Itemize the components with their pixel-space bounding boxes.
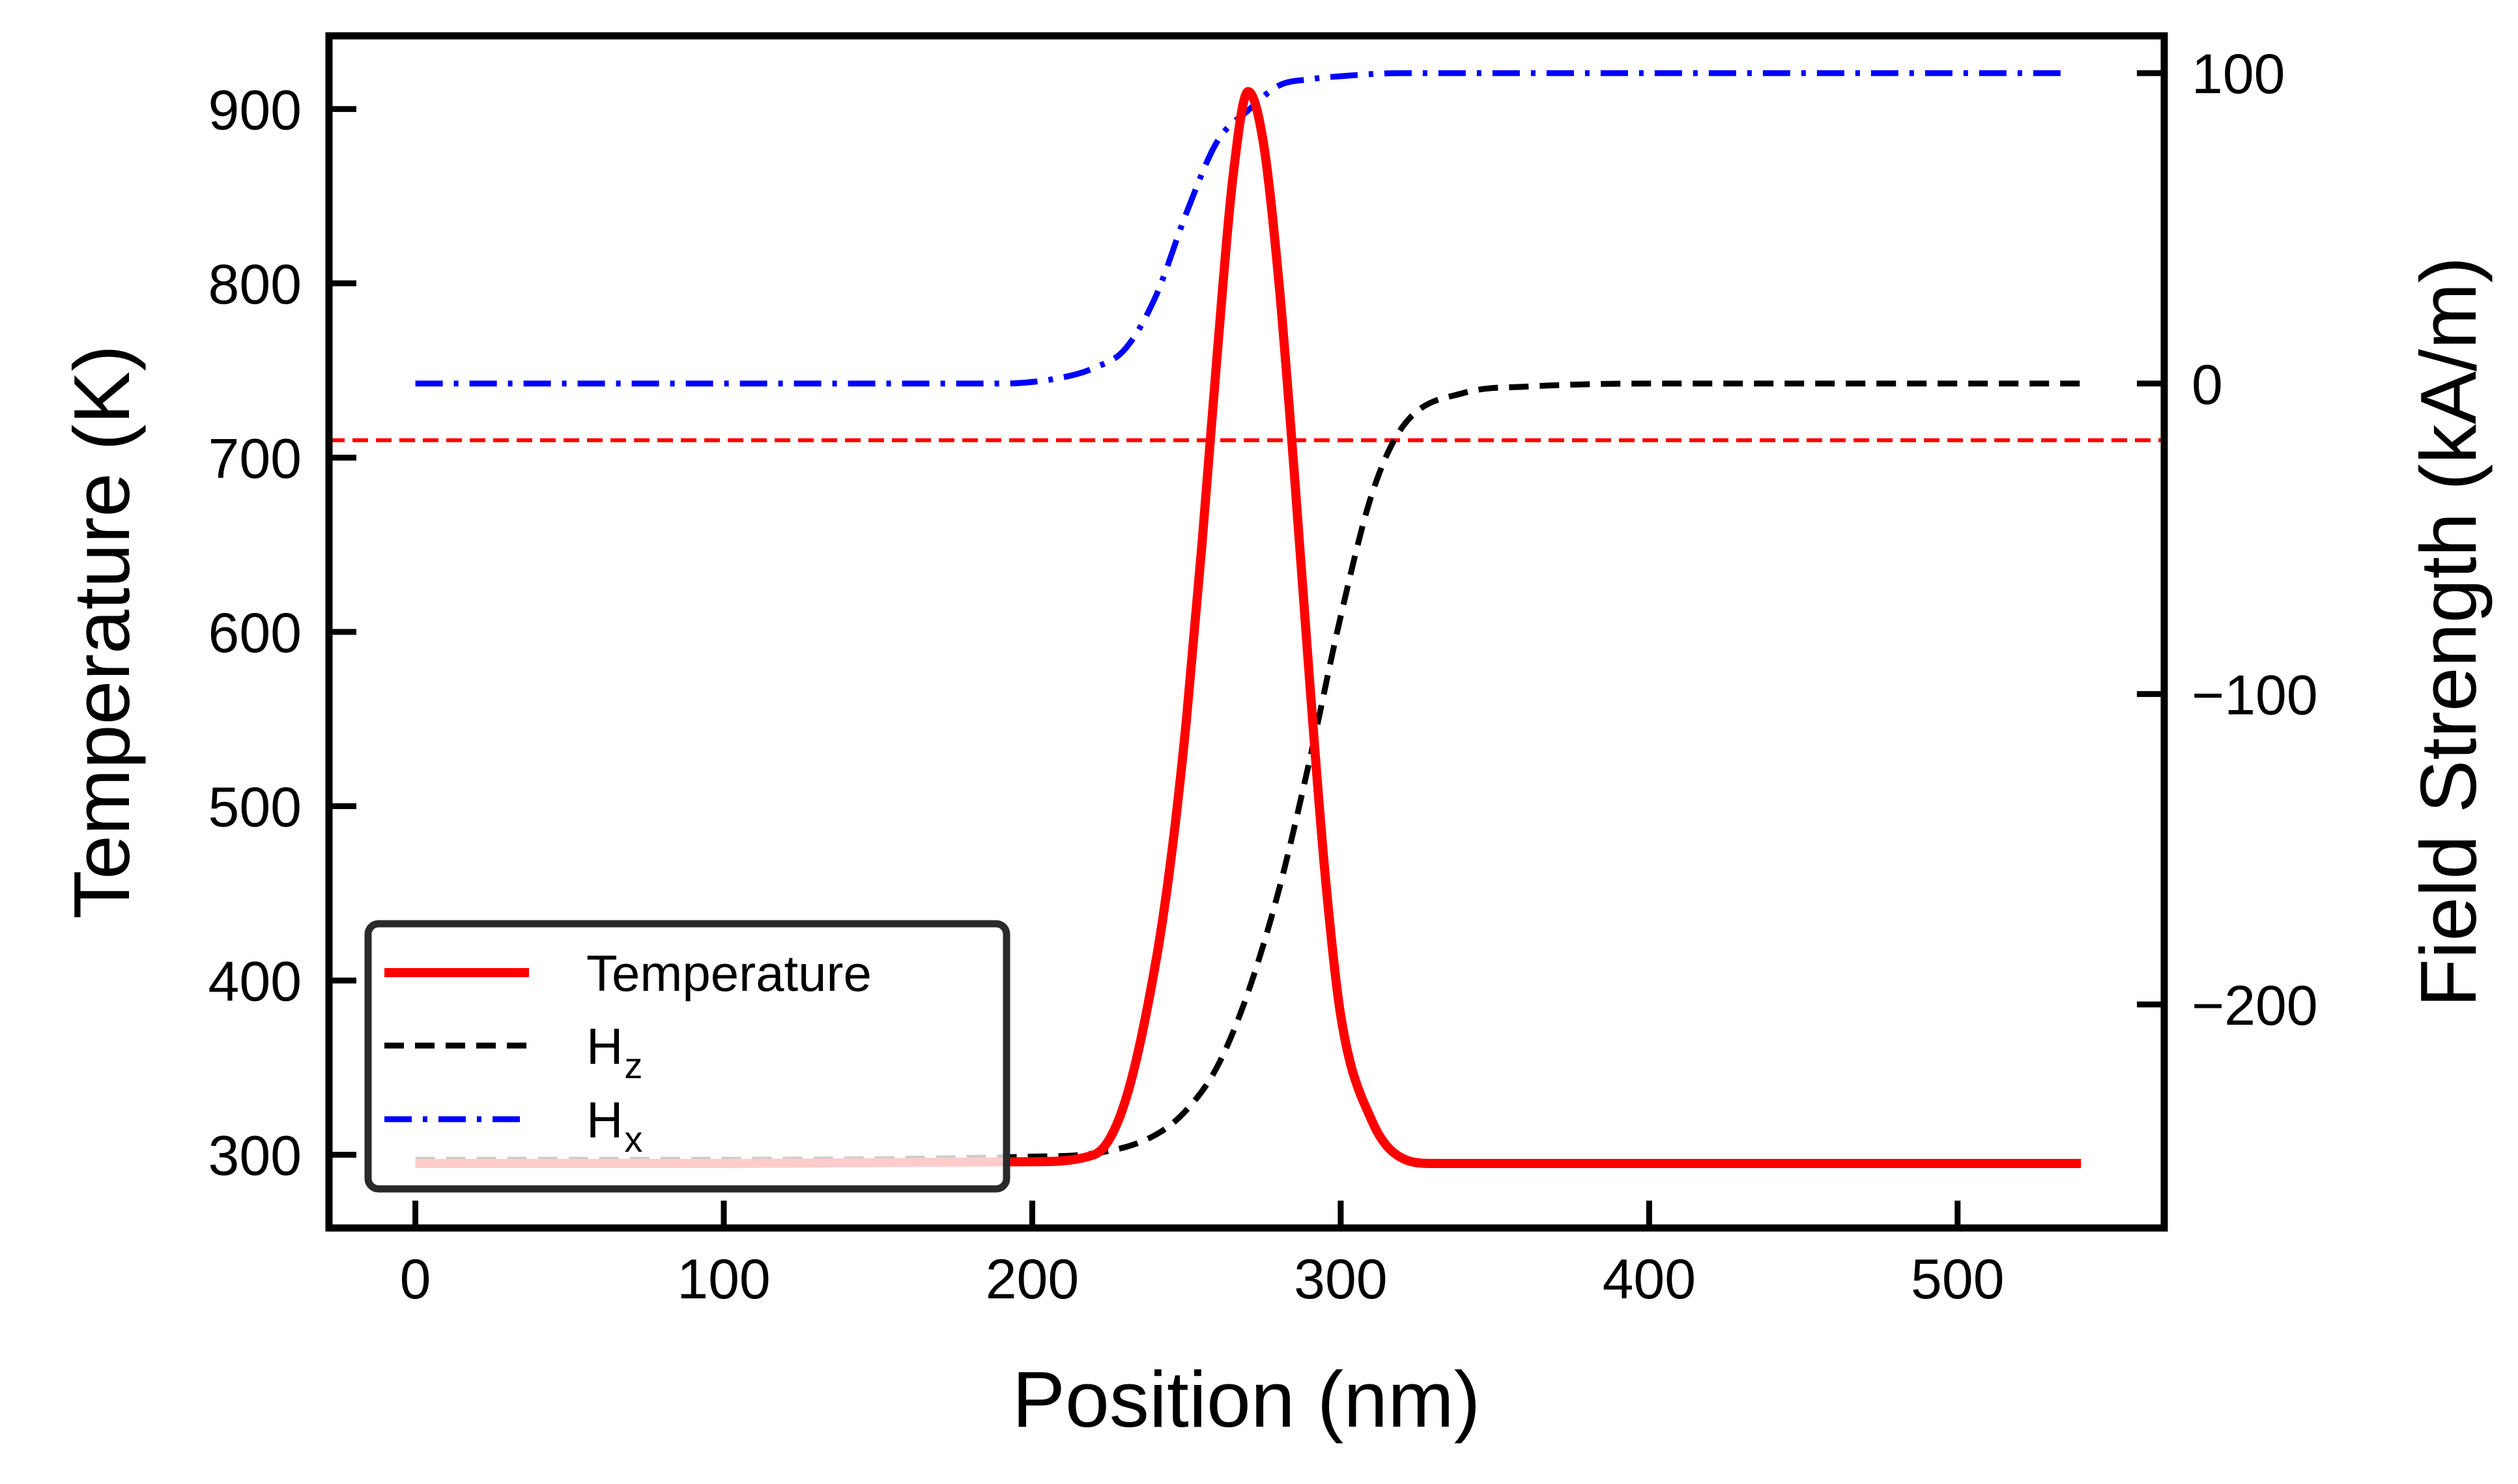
tick-group: 0 100 200 300 400 500 300 400 500 600 700 800 900 −20… xyxy=(208,43,2318,1311)
right-y-tick-label: −100 xyxy=(2192,664,2318,726)
left-y-tick-label: 300 xyxy=(208,1125,302,1188)
legend-subscript-hx: x xyxy=(624,1119,642,1160)
legend-subscript-hz: z xyxy=(624,1045,642,1086)
legend-label-hz: H xyxy=(586,1018,623,1075)
series-line-hx xyxy=(415,70,2066,387)
x-tick-label: 0 xyxy=(400,1248,431,1311)
left-y-tick-label: 900 xyxy=(208,79,302,141)
right-y-tick-label: 0 xyxy=(2192,354,2223,416)
legend-frame xyxy=(364,920,1010,1193)
x-tick-label: 500 xyxy=(1911,1248,2005,1311)
left-y-tick-label: 500 xyxy=(208,777,302,839)
left-y-tick-label: 700 xyxy=(208,427,302,490)
left-y-tick-label: 400 xyxy=(208,950,302,1013)
x-tick-label: 100 xyxy=(677,1248,771,1311)
legend-label-hx: H xyxy=(586,1091,623,1149)
x-tick-label: 300 xyxy=(1294,1248,1388,1311)
left-y-tick-label: 800 xyxy=(208,253,302,316)
x-tick-label: 200 xyxy=(986,1248,1080,1311)
legend-label-temperature: Temperature xyxy=(586,945,872,1002)
right-y-tick-label: −200 xyxy=(2192,975,2318,1037)
left-y-tick-label: 600 xyxy=(208,602,302,664)
right-axis-title: Field Strength (kA/m) xyxy=(2404,257,2493,1008)
legend: Temperature H zH x xyxy=(364,920,1010,1193)
x-tick-label: 400 xyxy=(1603,1248,1696,1311)
series-line-temperature xyxy=(415,87,2082,1169)
right-y-tick-label: 100 xyxy=(2192,43,2285,106)
left-axis-title: Temperature (K) xyxy=(57,345,146,919)
x-axis-title: Position (nm) xyxy=(1012,1355,1481,1444)
